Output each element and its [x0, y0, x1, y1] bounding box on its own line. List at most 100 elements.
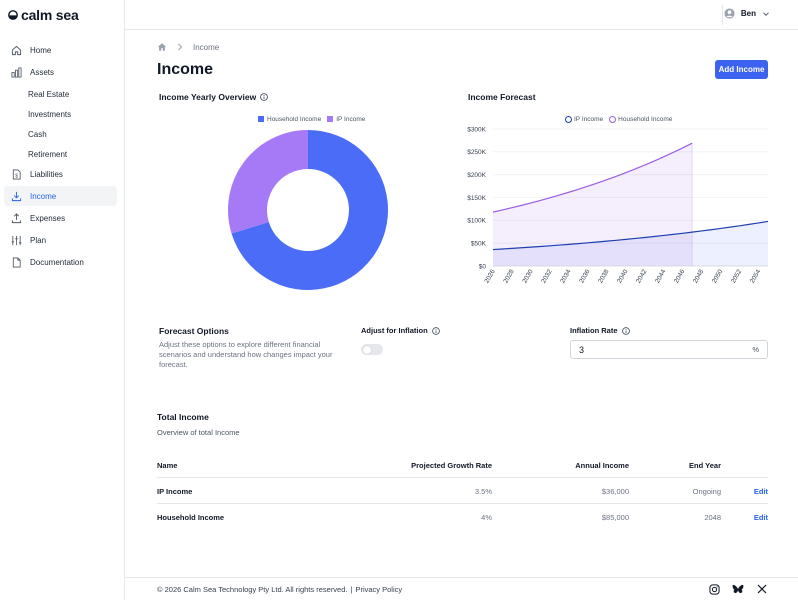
inflation-rate-label: Inflation Rate [570, 326, 618, 335]
legend-marker-ip [565, 116, 572, 123]
total-income-subtitle: Overview of total Income [157, 428, 240, 437]
forecast-title: Income Forecast [468, 92, 536, 102]
row-name: IP Income [157, 486, 193, 496]
y-tick-label: $300K [467, 126, 486, 133]
logo-text: calm sea [21, 7, 79, 23]
x-tick-label: 2036 [578, 268, 591, 284]
inflation-toggle-label-row: Adjust for Inflation [361, 326, 440, 335]
x-tick-label: 2040 [616, 268, 629, 284]
x-tick-label: 2054 [749, 268, 762, 284]
sidebar-item-documentation[interactable]: Documentation [4, 252, 117, 272]
instagram-icon[interactable] [708, 583, 720, 595]
income-forecast-chart: $0 $50K $100K $150K $200K $250K $300K 2026 2028 2… [467, 126, 769, 285]
inflation-rate-label-row: Inflation Rate [570, 326, 630, 335]
legend-label: IP Income [336, 116, 366, 123]
x-tick-label: 2050 [711, 268, 724, 284]
logo[interactable]: calm sea [8, 6, 79, 24]
logo-mark-icon [8, 10, 18, 20]
row-name: Household Income [157, 512, 225, 522]
sidebar-item-label: Documentation [30, 257, 84, 267]
total-income-title: Total Income [157, 412, 209, 422]
row-end-year: Ongoing [692, 486, 721, 496]
add-income-button[interactable]: Add Income [715, 60, 768, 79]
footer: © 2026 Calm Sea Technology Pty Ltd. All … [125, 577, 798, 600]
sidebar-item-label: Liabilities [30, 169, 63, 179]
sidebar-subitem-investments[interactable]: Investments [28, 109, 72, 119]
legend-item-ip[interactable]: IP Income [327, 116, 365, 123]
home-icon[interactable] [157, 42, 167, 52]
donut-slice-ip[interactable] [228, 130, 308, 234]
table-header: Name Projected Growth Rate Annual Income… [157, 452, 768, 478]
x-tick-label: 2028 [502, 268, 515, 284]
x-tick-label: 2026 [483, 268, 496, 284]
y-tick-label: $200K [467, 172, 486, 179]
chevron-right-icon [178, 43, 183, 51]
column-header-end-year[interactable]: End Year [689, 460, 721, 470]
upload-tray-icon [10, 212, 22, 224]
sidebar-item-label: Assets [30, 67, 55, 77]
toggle-knob [362, 345, 371, 354]
table-row: Household Income 4% $85,000 2048 Edit [157, 504, 768, 530]
info-icon[interactable] [431, 326, 440, 335]
sidebar-item-label: Plan [30, 235, 47, 245]
inflation-rate-input[interactable]: 3 % [570, 340, 768, 359]
file-icon [10, 256, 22, 268]
sidebar-item-home[interactable]: Home [4, 40, 117, 60]
overview-title: Income Yearly Overview [159, 92, 257, 102]
copyright: © 2026 Calm Sea Technology Pty Ltd. All … [157, 585, 348, 594]
sliders-icon [10, 234, 22, 246]
inflation-rate-value: 3 [579, 344, 585, 355]
column-header-annual[interactable]: Annual Income [575, 460, 629, 470]
info-icon[interactable] [621, 326, 630, 335]
sidebar-subitem-retirement[interactable]: Retirement [28, 149, 68, 159]
svg-text:$: $ [15, 173, 18, 179]
breadcrumb: Income [157, 42, 219, 52]
forecast-title-row: Income Forecast [468, 92, 536, 102]
y-tick-label: $100K [467, 218, 486, 225]
sidebar-item-liabilities[interactable]: $ Liabilities [4, 164, 117, 184]
sidebar-item-expenses[interactable]: Expenses [4, 208, 117, 228]
forecast-options-description: Adjust these options to explore differen… [159, 340, 333, 369]
donut-slice-household[interactable] [231, 130, 388, 290]
user-menu[interactable]: Ben [724, 8, 770, 19]
edit-link[interactable]: Edit [753, 512, 768, 522]
forecast-legend: IP Income Household Income [565, 116, 672, 123]
edit-link[interactable]: Edit [753, 486, 768, 496]
legend-label: IP Income [574, 116, 604, 124]
y-tick-label: $250K [467, 149, 486, 156]
forecast-options-title: Forecast Options [159, 326, 229, 336]
sidebar-item-plan[interactable]: Plan [4, 230, 117, 250]
user-name: Ben [740, 9, 756, 18]
info-icon[interactable] [260, 93, 268, 101]
sidebar-subitem-cash[interactable]: Cash [28, 129, 47, 139]
x-icon[interactable] [756, 583, 768, 595]
x-tick-label: 2042 [635, 268, 648, 284]
column-header-name[interactable]: Name [157, 460, 178, 470]
sidebar-subitem-real-estate[interactable]: Real Estate [28, 89, 70, 99]
sidebar-item-income[interactable]: Income [4, 186, 117, 206]
breadcrumb-current: Income [193, 42, 220, 52]
x-tick-label: 2044 [654, 268, 667, 284]
privacy-policy-link[interactable]: Privacy Policy [355, 585, 403, 594]
y-tick-label: $0 [479, 263, 487, 270]
legend-item-household-income[interactable]: Household Income [609, 116, 672, 123]
sidebar-item-assets[interactable]: Assets [4, 62, 117, 82]
legend-item-household[interactable]: Household Income [258, 116, 321, 123]
sidebar-item-label: Income [30, 191, 57, 201]
bluesky-icon[interactable] [732, 583, 744, 595]
inflation-toggle[interactable] [361, 344, 383, 355]
page-title: Income [157, 61, 214, 78]
series-line-household[interactable] [492, 142, 693, 213]
column-header-growth[interactable]: Projected Growth Rate [411, 460, 492, 470]
x-tick-label: 2038 [597, 268, 610, 284]
x-tick-label: 2046 [673, 268, 686, 284]
row-end-year: 2048 [704, 512, 721, 522]
x-tick-label: 2030 [521, 268, 534, 284]
area-household [493, 143, 693, 266]
inflation-toggle-label: Adjust for Inflation [361, 326, 428, 335]
series-line-ip[interactable] [492, 220, 769, 251]
avatar-icon [724, 8, 735, 19]
home-icon [10, 44, 22, 56]
overview-legend: Household Income IP Income [258, 116, 365, 123]
legend-item-ip-income[interactable]: IP Income [565, 116, 603, 123]
